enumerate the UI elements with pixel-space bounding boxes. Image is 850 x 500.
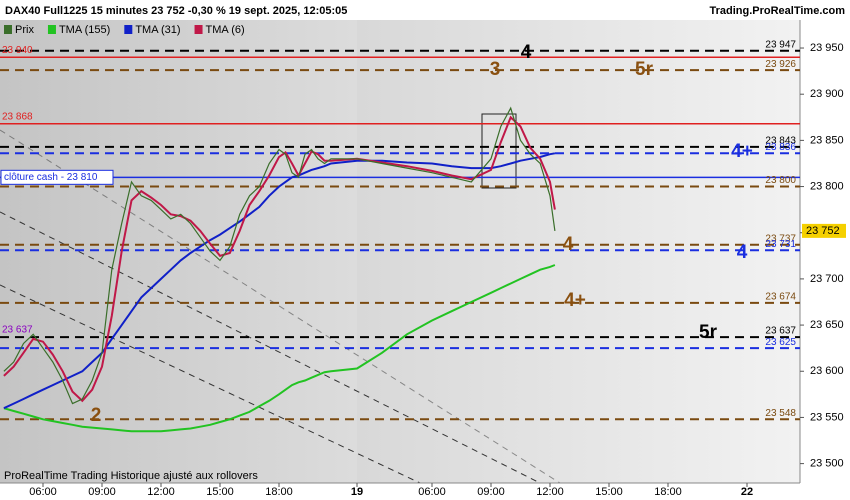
x-tick-label: 19 (351, 486, 363, 498)
level-label-box (0, 169, 114, 185)
legend-label: TMA (6) (206, 24, 245, 36)
legend-label: Prix (15, 24, 34, 36)
annotation: 4+ (564, 290, 586, 311)
plot-area (0, 49, 800, 433)
legend-swatch (47, 25, 56, 34)
annotation: 4+ (731, 141, 753, 162)
y-tick-label: 23 800 (810, 180, 844, 192)
y-tick-label: 23 550 (810, 411, 844, 423)
level-label: 23 674 (765, 292, 796, 303)
series-line (3, 264, 556, 433)
level-label: 23 843 (765, 135, 796, 146)
annotation: 3 (490, 59, 501, 80)
background (0, 20, 357, 483)
annotation: 5r (635, 59, 654, 80)
chart-title: DAX40 Full1225 15 minutes 23 752 -0,30 %… (5, 5, 347, 17)
level-label: 23 548 (765, 408, 796, 419)
level-label: 23 800 (765, 175, 796, 186)
y-tick-label: 23 850 (810, 134, 844, 146)
series-line (3, 106, 556, 405)
legend-label: TMA (155) (59, 24, 110, 36)
x-tick-label: 22 (741, 486, 753, 498)
y-tick-label: 23 600 (810, 365, 844, 377)
annotation: 4 (737, 242, 748, 263)
level-label: 23 731 (765, 239, 796, 250)
x-tick-label: 12:00 (536, 486, 564, 498)
x-tick-label: 09:00 (88, 486, 116, 498)
series-line (3, 152, 556, 410)
x-tick-label: 18:00 (265, 486, 293, 498)
level-label: 23 737 (765, 233, 796, 244)
level-label: 23 637 (765, 326, 796, 337)
legend-swatch (194, 25, 203, 34)
legend-swatch (4, 25, 12, 34)
annotation: 5r (699, 322, 718, 343)
x-tick-label: 15:00 (595, 486, 623, 498)
legend-swatch (124, 25, 133, 34)
level-label: 23 868 (2, 111, 33, 122)
level-label: clôture cash - 23 810 (4, 172, 98, 183)
source: Trading.ProRealTime.com (709, 5, 845, 17)
level-label: 23 836 (765, 142, 796, 153)
last-price-label: 23 752 (806, 225, 840, 237)
background (357, 20, 800, 483)
level-label: 23 637 (2, 325, 33, 336)
level-label: 23 926 (765, 59, 796, 70)
level-label: 23 625 (765, 337, 796, 348)
x-tick-label: 06:00 (418, 486, 446, 498)
y-tick-label: 23 500 (810, 458, 844, 470)
x-tick-label: 12:00 (147, 486, 175, 498)
y-tick-label: 23 900 (810, 88, 844, 100)
x-tick-label: 06:00 (29, 486, 57, 498)
y-tick-label: 23 950 (810, 42, 844, 54)
y-axis-area (800, 20, 850, 500)
x-axis-area (0, 483, 800, 500)
last-price-tag (802, 223, 846, 238)
x-tick-label: 18:00 (654, 486, 682, 498)
series-line (3, 115, 556, 403)
header-bar (0, 0, 850, 20)
y-tick-label: 23 700 (810, 273, 844, 285)
level-label: 23 940 (2, 45, 33, 56)
box (481, 113, 517, 189)
legend-label: TMA (31) (135, 24, 180, 36)
annotation: 4 (563, 234, 574, 255)
x-tick-label: 15:00 (206, 486, 234, 498)
annotation: 4 (521, 42, 532, 63)
footer: ProRealTime Trading Historique ajusté au… (4, 470, 258, 482)
x-tick-label: 09:00 (477, 486, 505, 498)
annotation: 2 (91, 405, 102, 426)
y-tick-label: 23 650 (810, 319, 844, 331)
level-label: 23 947 (765, 39, 796, 50)
